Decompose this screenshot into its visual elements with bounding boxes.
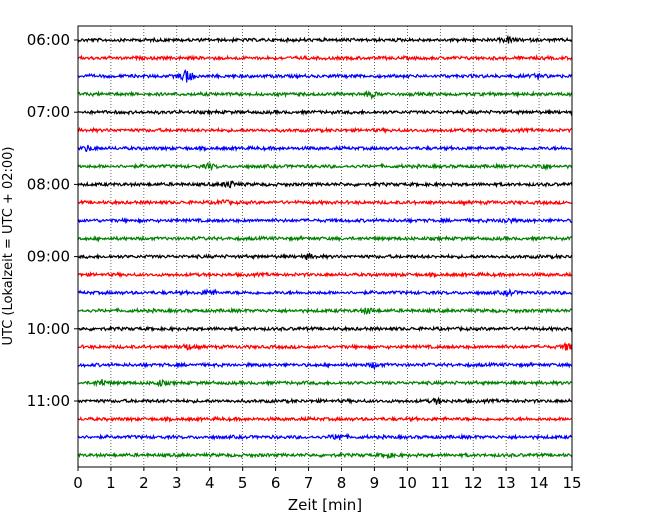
trace-1015 — [77, 341, 573, 352]
y-tick-label-06:00: 06:00 — [27, 31, 70, 49]
trace-0815 — [77, 198, 573, 207]
trace-0900 — [77, 252, 573, 261]
x-tick-label-11: 11 — [431, 474, 450, 492]
y-tick-label-08:00: 08:00 — [27, 175, 70, 193]
trace-1115 — [77, 415, 573, 423]
y-axis-ticks: 06:00 07:00 08:00 09:00 10:00 11:00 — [27, 31, 78, 410]
x-tick-label-15: 15 — [562, 474, 581, 492]
trace-1045 — [77, 378, 573, 388]
trace-1100 — [77, 396, 573, 405]
y-tick-label-09:00: 09:00 — [27, 248, 70, 266]
trace-0745 — [77, 161, 573, 172]
trace-1000 — [77, 324, 573, 333]
x-tick-label-5: 5 — [238, 474, 248, 492]
y-tick-label-11:00: 11:00 — [27, 392, 70, 410]
x-tick-label-6: 6 — [271, 474, 281, 492]
x-axis-ticks: 0 1 2 3 4 5 6 7 8 9 10 11 12 13 14 15 — [73, 467, 582, 492]
trace-0600 — [77, 34, 573, 44]
y-axis-label: UTC (Lokalzeit = UTC + 02:00) — [1, 147, 16, 346]
trace-0800 — [77, 180, 573, 189]
trace-0715 — [77, 126, 573, 135]
y-tick-label-10:00: 10:00 — [27, 320, 70, 338]
x-tick-label-3: 3 — [172, 474, 182, 492]
trace-0730 — [77, 144, 573, 153]
trace-0915 — [77, 270, 573, 279]
trace-0615 — [77, 53, 573, 62]
plot-frame — [77, 25, 573, 468]
trace-0830 — [77, 216, 573, 225]
x-tick-label-2: 2 — [139, 474, 149, 492]
x-tick-label-4: 4 — [205, 474, 215, 492]
x-tick-label-0: 0 — [73, 474, 83, 492]
trace-0930 — [77, 288, 573, 298]
trace-1145 — [77, 451, 573, 459]
x-tick-label-1: 1 — [106, 474, 116, 492]
seismic-traces — [77, 34, 573, 459]
trace-0645 — [77, 89, 573, 101]
x-tick-label-10: 10 — [398, 474, 417, 492]
trace-1130 — [77, 432, 573, 441]
y-tick-label-07:00: 07:00 — [27, 103, 70, 121]
trace-0700 — [77, 108, 573, 117]
x-tick-label-8: 8 — [337, 474, 347, 492]
plot-background — [78, 26, 572, 467]
x-tick-label-14: 14 — [530, 474, 549, 492]
x-tick-label-7: 7 — [304, 474, 314, 492]
trace-0845 — [77, 234, 573, 243]
x-axis-label: Zeit [min] — [288, 496, 362, 514]
trace-1030 — [77, 361, 573, 371]
x-tick-label-12: 12 — [464, 474, 483, 492]
trace-0630 — [77, 69, 573, 83]
x-tick-label-13: 13 — [497, 474, 516, 492]
x-tick-label-9: 9 — [370, 474, 380, 492]
trace-0945 — [77, 306, 573, 316]
